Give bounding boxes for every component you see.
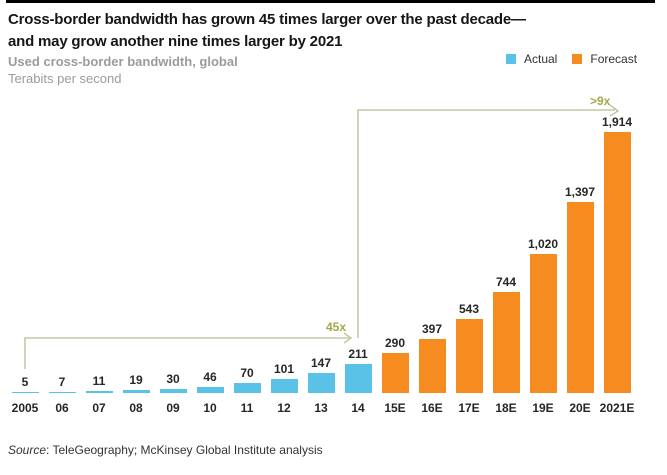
value-label-2021E: 1,914 <box>601 115 633 129</box>
value-label-12: 101 <box>273 362 295 376</box>
bar-07 <box>85 391 113 393</box>
bar-18E <box>492 292 520 393</box>
axis-label-14: 14 <box>351 401 365 415</box>
value-label-11: 70 <box>240 366 254 380</box>
legend-label-forecast: Forecast <box>590 52 638 66</box>
value-label-09: 30 <box>166 372 180 386</box>
legend-label-actual: Actual <box>524 52 558 66</box>
legend-swatch-forecast <box>572 54 583 64</box>
legend-swatch-actual <box>506 54 516 64</box>
bar-10 <box>196 387 224 393</box>
bar-16E <box>418 339 446 393</box>
value-label-17E: 543 <box>458 302 480 316</box>
growth-9x-label: >9x <box>590 94 611 108</box>
bar-14 <box>344 364 372 393</box>
bar-20E <box>566 202 594 393</box>
value-label-08: 19 <box>129 373 143 387</box>
axis-label-17E: 17E <box>458 401 480 415</box>
value-label-18E: 744 <box>495 275 517 289</box>
bar-08 <box>122 390 150 393</box>
bar-12 <box>270 379 298 393</box>
value-label-19E: 1,020 <box>527 237 559 251</box>
growth-45x-label: 45x <box>325 320 346 334</box>
chart-title-line2: and may grow another nine times larger b… <box>8 33 343 50</box>
value-label-16E: 397 <box>421 322 443 336</box>
value-label-06: 7 <box>58 375 66 389</box>
axis-label-19E: 19E <box>532 401 554 415</box>
axis-label-13: 13 <box>314 401 328 415</box>
axis-label-07: 07 <box>92 401 106 415</box>
value-label-10: 46 <box>203 370 217 384</box>
axis-label-2021E: 2021E <box>599 401 635 415</box>
bar-17E <box>455 319 483 393</box>
bar-2021E <box>603 132 631 393</box>
top-rule <box>6 0 655 3</box>
axis-label-06: 06 <box>55 401 69 415</box>
chart-subtitle: Used cross-border bandwidth, global <box>8 54 238 69</box>
axis-label-20E: 20E <box>569 401 591 415</box>
value-label-2005: 5 <box>21 375 29 389</box>
value-label-20E: 1,397 <box>564 185 596 199</box>
axis-label-10: 10 <box>203 401 217 415</box>
source-prefix: Source <box>8 443 47 457</box>
axis-label-2005: 2005 <box>11 401 39 415</box>
chart-unit-label: Terabits per second <box>8 71 122 86</box>
bar-13 <box>307 373 335 393</box>
axis-label-15E: 15E <box>384 401 406 415</box>
axis-label-08: 08 <box>129 401 143 415</box>
value-label-13: 147 <box>310 356 332 370</box>
axis-label-12: 12 <box>277 401 291 415</box>
source-text: : TeleGeography; McKinsey Global Institu… <box>46 443 323 457</box>
value-label-15E: 290 <box>384 336 406 350</box>
axis-label-18E: 18E <box>495 401 517 415</box>
axis-label-09: 09 <box>166 401 180 415</box>
bar-11 <box>233 383 261 393</box>
arrowhead-45x-icon <box>343 332 353 344</box>
bar-19E <box>529 254 557 393</box>
value-label-07: 11 <box>92 374 106 388</box>
bar-2005 <box>11 392 39 393</box>
bar-15E <box>381 353 409 393</box>
bar-09 <box>159 389 187 393</box>
axis-label-11: 11 <box>240 401 254 415</box>
chart-title-line1: Cross-border bandwidth has grown 45 time… <box>8 11 526 28</box>
value-label-14: 211 <box>348 347 368 361</box>
bar-06 <box>48 392 76 393</box>
axis-label-16E: 16E <box>421 401 443 415</box>
source-note: Source: TeleGeography; McKinsey Global I… <box>8 443 323 457</box>
chart-title: Cross-border bandwidth has grown 45 time… <box>8 9 526 53</box>
legend: Actual Forecast <box>506 52 637 66</box>
